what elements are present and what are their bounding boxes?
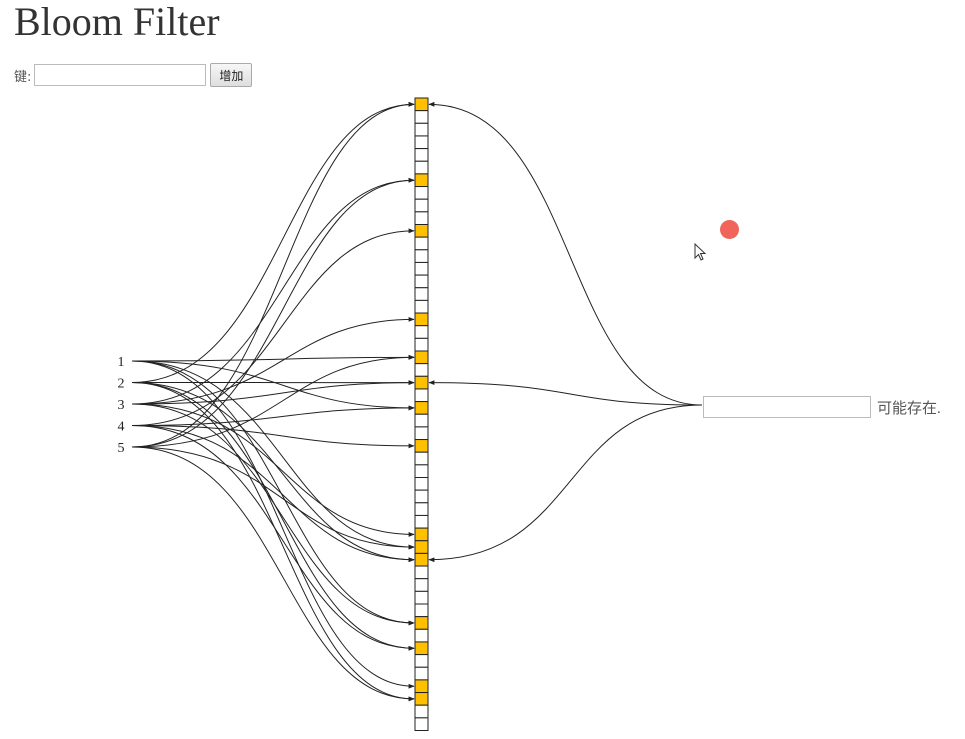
add-key-form: 键: 增加 (14, 62, 253, 88)
bit-cell (414, 464, 429, 479)
query-edge (428, 101, 703, 406)
bit-cell (414, 261, 429, 276)
hash-edge (131, 425, 415, 563)
bit-array (414, 97, 429, 731)
hash-edge (131, 177, 415, 405)
bit-cell-set (414, 692, 429, 706)
key-label-1: 1 (118, 355, 125, 370)
bit-cell (414, 590, 429, 605)
hash-edge (131, 101, 415, 383)
bit-cell (414, 198, 429, 213)
bit-cell (414, 122, 429, 137)
bit-cell (414, 110, 429, 124)
bit-cell-set (414, 375, 429, 390)
query-edge (428, 404, 703, 563)
bit-cell-set (414, 439, 429, 453)
query-edge (428, 380, 703, 406)
hash-edge (131, 382, 415, 651)
hash-edge (131, 360, 415, 689)
bit-cell (414, 249, 429, 263)
hash-edge (131, 382, 415, 563)
bit-cell (414, 337, 429, 352)
bit-cell-set (414, 173, 429, 188)
bit-cell (414, 388, 429, 403)
bit-cell (414, 717, 429, 731)
bit-cell-set (414, 641, 429, 656)
bit-cell (414, 704, 429, 719)
hash-edge (131, 403, 415, 537)
bit-cell (414, 135, 429, 150)
hash-edge (131, 425, 415, 449)
hash-edge (131, 354, 415, 448)
bit-cell (414, 628, 429, 643)
bit-cell (414, 477, 429, 491)
hash-edges (131, 101, 415, 702)
bit-cell (414, 654, 429, 668)
bit-cell (414, 489, 429, 504)
bit-cell-set (414, 679, 429, 694)
hash-edge (131, 177, 415, 448)
bit-cell (414, 426, 429, 441)
bit-cell-set (414, 616, 429, 630)
cursor-highlight-dot (720, 220, 739, 239)
key-label-2: 2 (118, 377, 125, 392)
hash-edge (131, 446, 415, 702)
bit-cell-set (414, 312, 429, 327)
hash-edge (131, 228, 415, 426)
bit-cell (414, 186, 429, 200)
key-label: 键: (14, 69, 32, 85)
hash-edge (131, 405, 415, 426)
bit-cell-set (414, 350, 429, 365)
bit-cell (414, 578, 429, 592)
bit-cell-set (414, 552, 429, 567)
hash-edge (131, 360, 415, 411)
bit-cell (414, 565, 429, 580)
hash-edge (131, 425, 415, 651)
bit-cell (414, 413, 429, 428)
bit-cell (414, 514, 429, 529)
bit-cell (414, 236, 429, 251)
page-title: Bloom Filter (14, 0, 220, 44)
query-edges (428, 101, 703, 563)
hash-edge (131, 101, 415, 448)
bit-cell-set (414, 527, 429, 542)
query-result-text: 可能存在. (877, 401, 941, 417)
bit-cell (414, 451, 429, 466)
bit-cell-set (414, 97, 429, 112)
hash-edge (131, 316, 415, 405)
bit-cell-set (414, 401, 429, 415)
bit-cell-set (414, 224, 429, 238)
key-input[interactable] (34, 64, 207, 86)
bit-cell (414, 299, 429, 314)
bit-cell (414, 287, 429, 301)
key-label-4: 4 (118, 420, 125, 435)
bit-cell (414, 160, 429, 175)
bit-cell (414, 363, 429, 377)
key-labels: 1 2 3 4 5 (118, 355, 125, 456)
hash-edge (131, 446, 415, 550)
bit-cell (414, 666, 429, 681)
bit-cell (414, 211, 429, 226)
bit-cell (414, 274, 429, 289)
bit-cell (414, 502, 429, 516)
bit-cell (414, 325, 429, 339)
key-label-5: 5 (118, 441, 125, 456)
hash-edge (131, 354, 415, 362)
bit-cell-set (414, 540, 429, 554)
bit-cell (414, 148, 429, 162)
key-label-3: 3 (118, 398, 125, 413)
mouse-pointer-icon (694, 243, 707, 261)
add-button[interactable]: 增加 (210, 63, 253, 87)
bit-cell (414, 603, 429, 618)
hash-edge (131, 380, 415, 405)
hash-edge (131, 360, 415, 550)
query-input[interactable] (703, 396, 871, 418)
